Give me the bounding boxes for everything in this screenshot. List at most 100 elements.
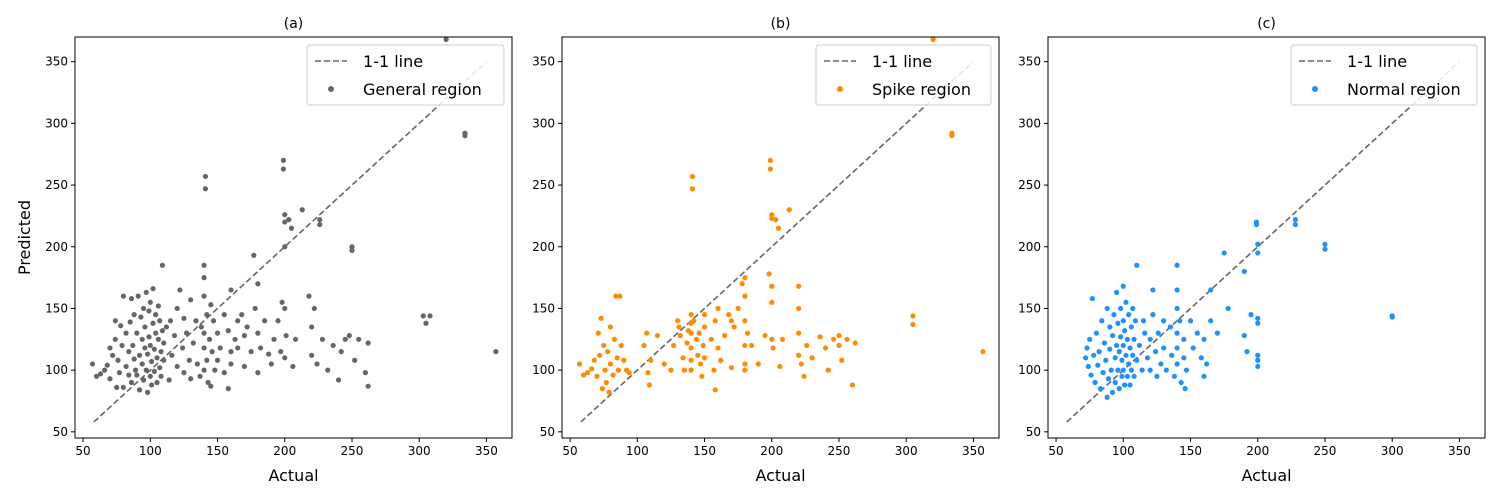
legend-box xyxy=(815,44,992,106)
data-point xyxy=(1091,352,1097,358)
series-spike-region xyxy=(576,37,986,395)
data-point xyxy=(1158,361,1164,367)
data-point xyxy=(1108,367,1114,373)
data-point xyxy=(1174,361,1180,367)
data-point xyxy=(154,379,160,386)
x-tick-label: 250 xyxy=(1314,444,1337,458)
data-point xyxy=(1120,367,1126,373)
data-point xyxy=(779,336,786,342)
axes-frame xyxy=(74,36,513,439)
data-point xyxy=(675,318,681,324)
data-point xyxy=(1255,352,1261,358)
data-point xyxy=(1169,352,1175,358)
data-point xyxy=(742,275,748,281)
data-point xyxy=(190,340,196,346)
data-point xyxy=(147,373,153,379)
data-point xyxy=(1241,332,1247,339)
data-point xyxy=(742,318,748,324)
data-point xyxy=(1174,330,1180,336)
data-point xyxy=(1109,389,1116,395)
data-point xyxy=(613,293,619,299)
data-point xyxy=(607,361,614,367)
legend-label: 1-1 line xyxy=(872,52,932,71)
data-point xyxy=(1174,287,1180,293)
data-point xyxy=(691,318,697,324)
data-point xyxy=(462,133,468,139)
data-point xyxy=(1096,349,1102,355)
data-point xyxy=(1092,379,1098,386)
data-point xyxy=(235,318,241,324)
data-point xyxy=(645,370,651,376)
data-point xyxy=(1322,246,1328,252)
y-tick-label: 100 xyxy=(1018,363,1041,377)
data-point xyxy=(1144,355,1151,361)
data-point xyxy=(684,340,690,346)
data-point xyxy=(836,342,842,349)
data-point xyxy=(1194,330,1200,336)
x-tick-label: 100 xyxy=(1112,444,1135,458)
data-point xyxy=(155,336,161,342)
data-point xyxy=(731,324,737,330)
x-tick-label: 100 xyxy=(139,444,162,458)
data-point xyxy=(796,352,802,358)
data-point xyxy=(325,367,331,373)
data-point xyxy=(1097,386,1104,392)
data-point xyxy=(688,330,694,336)
y-tick-label: 200 xyxy=(1018,240,1041,254)
data-point xyxy=(131,356,137,362)
chart-title: (a) xyxy=(284,16,304,32)
data-point xyxy=(119,342,125,349)
data-point xyxy=(280,157,287,163)
data-point xyxy=(712,318,718,324)
data-point xyxy=(712,387,718,393)
data-point xyxy=(817,334,823,340)
data-point xyxy=(769,299,775,305)
data-point xyxy=(251,252,257,258)
data-point xyxy=(1101,340,1108,346)
data-point xyxy=(493,349,499,355)
data-point xyxy=(1154,373,1160,379)
data-point xyxy=(271,336,277,342)
x-tick-label: 50 xyxy=(75,444,90,458)
data-point xyxy=(825,367,831,373)
data-point xyxy=(595,330,601,336)
legend: 1-1 line Normal region xyxy=(1290,44,1478,106)
data-point xyxy=(1103,357,1109,363)
data-point xyxy=(1120,318,1126,324)
data-point xyxy=(225,328,231,334)
y-tick-label: 150 xyxy=(1018,301,1041,315)
data-point xyxy=(1100,370,1106,376)
data-point xyxy=(241,332,248,339)
data-point xyxy=(1292,221,1299,228)
data-point xyxy=(208,383,214,389)
data-point xyxy=(143,289,149,296)
data-point xyxy=(153,330,159,336)
data-point xyxy=(158,349,164,355)
data-point xyxy=(104,362,110,368)
data-point xyxy=(689,186,696,192)
data-point xyxy=(648,357,654,363)
data-point xyxy=(171,332,178,339)
data-point xyxy=(420,313,426,319)
data-point xyxy=(120,384,127,391)
data-point xyxy=(1389,314,1395,320)
data-point xyxy=(762,332,768,339)
data-point xyxy=(163,324,170,330)
data-point xyxy=(646,382,653,388)
data-point xyxy=(266,351,272,357)
data-point xyxy=(1126,361,1132,367)
data-point xyxy=(688,357,694,363)
data-point xyxy=(349,247,355,254)
data-point xyxy=(150,320,156,326)
data-point xyxy=(282,212,288,218)
data-point xyxy=(149,358,155,365)
data-point xyxy=(980,349,986,355)
data-point xyxy=(1204,361,1210,367)
data-point xyxy=(1130,352,1136,358)
data-point xyxy=(107,376,113,382)
data-point xyxy=(610,372,616,378)
data-point xyxy=(161,357,167,363)
data-point xyxy=(208,302,214,308)
data-point xyxy=(1255,315,1261,321)
data-point xyxy=(1113,342,1120,349)
